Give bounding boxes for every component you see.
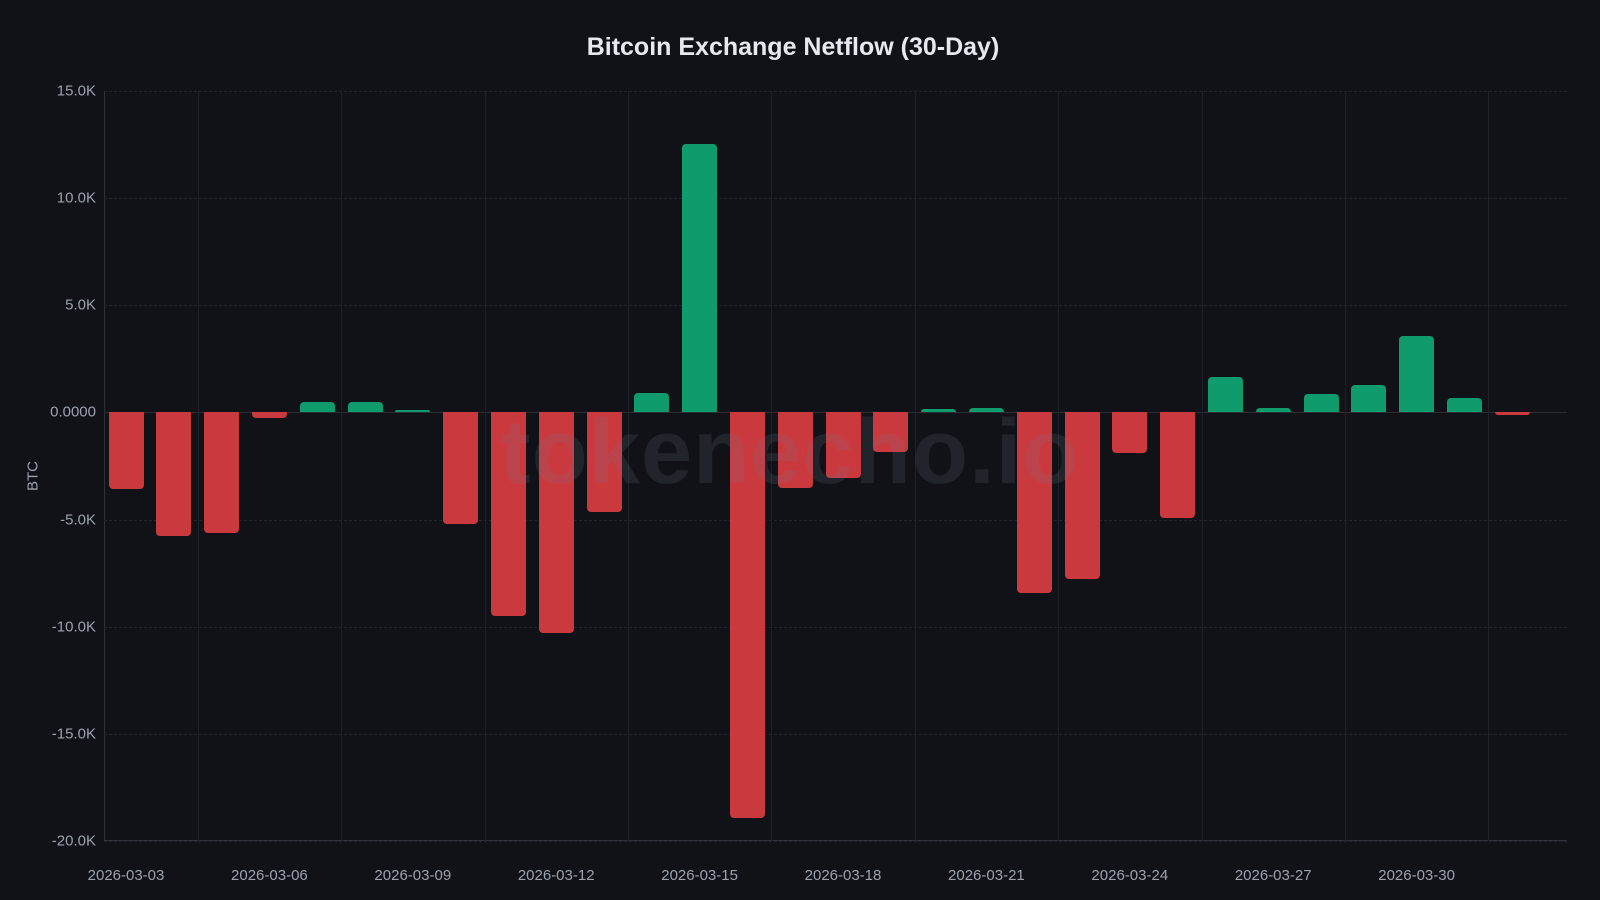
gridline-horizontal xyxy=(104,519,1567,521)
bar-2026-03-12[interactable] xyxy=(538,412,574,634)
gridline-horizontal xyxy=(104,733,1567,735)
y-tick-label: 15.0K xyxy=(56,82,96,100)
bar-2026-03-25[interactable] xyxy=(1160,412,1196,519)
x-tick-label: 2026-03-18 xyxy=(804,867,882,884)
y-tick-label: -15.0K xyxy=(51,725,96,743)
gridline-vertical xyxy=(771,91,773,841)
bar-2026-03-28[interactable] xyxy=(1303,394,1339,413)
bar-2026-03-21[interactable] xyxy=(968,408,1004,413)
bar-2026-03-04[interactable] xyxy=(156,412,192,537)
bar-2026-03-22[interactable] xyxy=(1016,412,1052,594)
x-tick-label: 2026-03-21 xyxy=(948,867,1025,884)
bar-2026-03-30[interactable] xyxy=(1399,335,1435,413)
bar-2026-03-20[interactable] xyxy=(921,408,957,413)
bar-2026-03-10[interactable] xyxy=(443,412,479,524)
gridline-vertical xyxy=(1058,91,1060,841)
y-tick-label: -5.0K xyxy=(60,511,96,529)
gridline-vertical xyxy=(341,91,343,841)
x-tick-label: 2026-03-27 xyxy=(1234,867,1312,884)
x-tick-label: 2026-03-03 xyxy=(87,867,165,884)
bar-2026-03-09[interactable] xyxy=(395,410,431,413)
bar-2026-03-24[interactable] xyxy=(1112,412,1148,454)
chart-title: Bitcoin Exchange Netflow (30-Day) xyxy=(586,33,1000,61)
bar-2026-03-11[interactable] xyxy=(490,412,526,616)
gridline-vertical xyxy=(484,91,486,841)
x-tick-label: 2026-03-09 xyxy=(374,867,452,884)
bar-2026-03-07[interactable] xyxy=(299,401,335,413)
gridline-vertical xyxy=(1344,91,1346,841)
bar-2026-03-06[interactable] xyxy=(251,412,287,418)
y-tick-label: 0.0000 xyxy=(50,403,96,421)
y-tick-label: -20.0K xyxy=(51,832,96,850)
bar-2026-03-23[interactable] xyxy=(1064,412,1100,580)
bar-2026-03-03[interactable] xyxy=(108,412,144,489)
x-tick-label: 2026-03-12 xyxy=(517,867,595,884)
bar-2026-03-17[interactable] xyxy=(777,412,813,489)
bar-2026-03-29[interactable] xyxy=(1351,385,1387,413)
gridline-horizontal xyxy=(104,841,1567,842)
gridline-horizontal xyxy=(104,305,1567,307)
gridline-horizontal xyxy=(104,626,1567,628)
x-tick-label: 2026-03-15 xyxy=(661,867,738,884)
bar-2026-04-01[interactable] xyxy=(1494,412,1530,415)
bar-2026-03-27[interactable] xyxy=(1255,408,1291,413)
bar-2026-03-05[interactable] xyxy=(204,412,240,534)
gridline-horizontal xyxy=(104,198,1567,200)
y-tick-label: -10.0K xyxy=(51,618,96,636)
y-tick-label: 10.0K xyxy=(56,189,96,207)
bar-2026-03-15[interactable] xyxy=(682,143,718,413)
bar-2026-03-13[interactable] xyxy=(586,412,622,513)
x-tick-label: 2026-03-06 xyxy=(231,867,308,884)
bar-2026-03-18[interactable] xyxy=(825,412,861,478)
gridline-vertical xyxy=(1201,91,1203,841)
bar-2026-03-08[interactable] xyxy=(347,401,383,413)
bar-2026-03-16[interactable] xyxy=(729,412,765,819)
gridline-vertical xyxy=(914,91,916,841)
y-axis-label: BTC xyxy=(24,461,42,491)
bar-2026-03-31[interactable] xyxy=(1446,397,1482,413)
x-tick-label: 2026-03-24 xyxy=(1091,867,1169,884)
gridline-vertical xyxy=(1488,91,1490,841)
bar-2026-03-19[interactable] xyxy=(873,412,909,453)
y-tick-label: 5.0K xyxy=(65,296,96,314)
x-tick-label: 2026-03-30 xyxy=(1378,867,1455,884)
gridline-vertical xyxy=(627,91,629,841)
gridline-horizontal xyxy=(104,91,1567,92)
plot-area xyxy=(104,91,1567,842)
bar-2026-03-26[interactable] xyxy=(1207,377,1243,413)
bar-2026-03-14[interactable] xyxy=(634,393,670,413)
x-axis-line xyxy=(104,840,1567,841)
gridline-vertical xyxy=(197,91,199,841)
y-axis-line xyxy=(104,91,105,841)
